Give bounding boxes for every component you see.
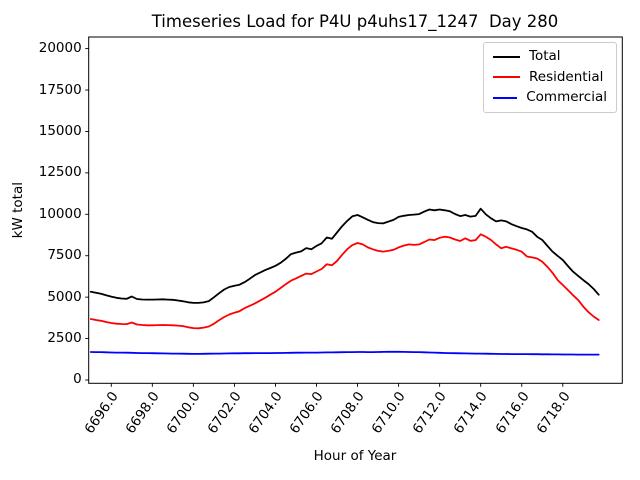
legend-label: Commercial: [526, 89, 607, 106]
legend-line-sample: [493, 56, 520, 59]
y-tick-label: 2500: [47, 330, 82, 347]
y-tick-label: 10000: [38, 205, 82, 222]
legend-entry-residential: Residential: [493, 68, 607, 85]
y-tick-label: 20000: [38, 40, 82, 57]
series-line-total: [89, 207, 600, 304]
y-tick-label: 5000: [47, 288, 82, 305]
legend-line-sample: [493, 96, 518, 99]
series-line-commercial: [89, 350, 600, 356]
legend-entry-commercial: Commercial: [493, 91, 607, 105]
legend-label: Total: [529, 48, 561, 65]
y-tick-label: 7500: [47, 247, 82, 264]
legend: Total Residential Commercial: [483, 42, 617, 113]
y-axis-label-text: kW total: [10, 181, 26, 239]
series-line-residential: [89, 233, 600, 330]
y-tick-label: 12500: [38, 164, 82, 181]
y-tick-label: 17500: [38, 81, 82, 98]
axes-frame: [88, 36, 623, 384]
y-tick-label: 0: [73, 371, 82, 388]
legend-entry-total: Total: [493, 50, 607, 64]
legend-line-sample: [493, 76, 520, 79]
chart-title: Timeseries Load for P4U p4uhs17_1247 Day…: [151, 12, 559, 31]
y-tick-label: 15000: [38, 122, 82, 139]
x-axis-label: Hour of Year: [313, 448, 397, 464]
legend-label: Residential: [529, 68, 604, 85]
y-axis-label: kW total: [6, 37, 30, 383]
